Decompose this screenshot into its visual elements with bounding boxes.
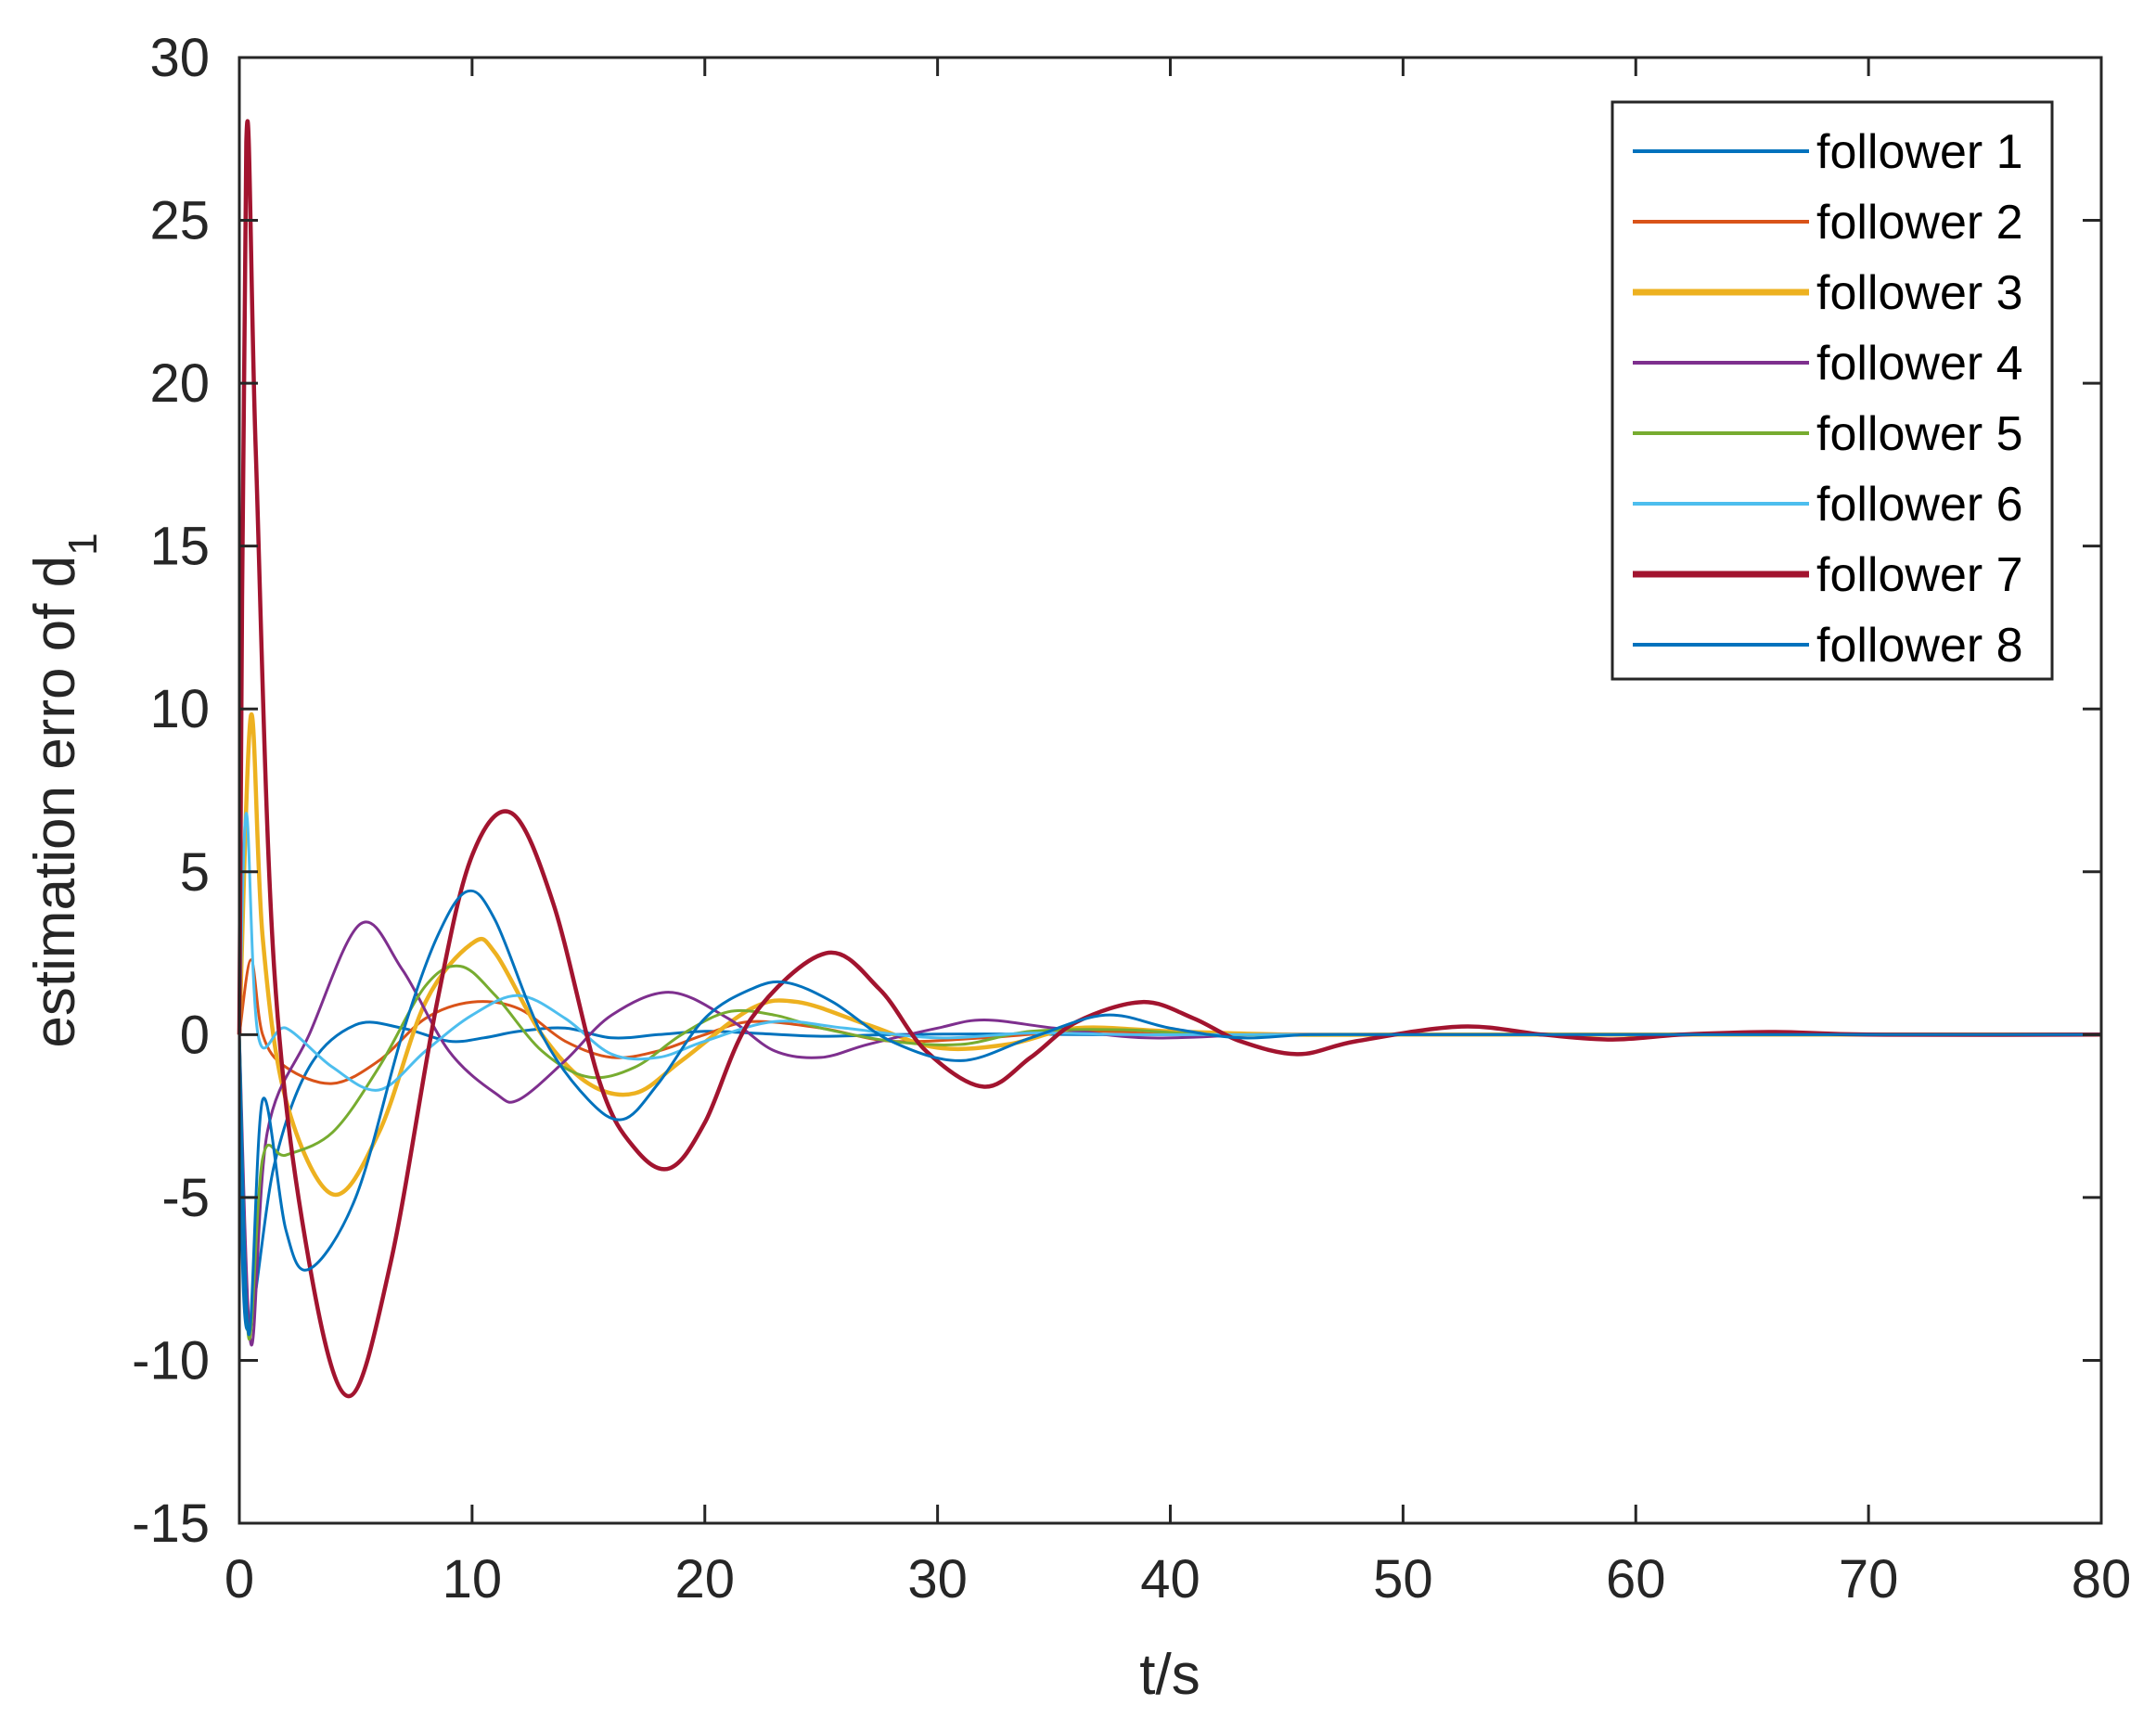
- y-tick-label: 10: [149, 679, 210, 739]
- legend-label-7: follower 7: [1816, 548, 2023, 602]
- series-line-7: [237, 119, 2102, 1399]
- x-tick-label: 60: [1606, 1549, 1666, 1609]
- x-tick-label: 30: [907, 1549, 968, 1609]
- y-axis-label-main: estimation erro of d: [23, 556, 87, 1048]
- y-axis-ticks: [239, 56, 2101, 1525]
- x-tick-label: 0: [225, 1549, 254, 1609]
- legend-box: [1611, 100, 2054, 681]
- x-tick-label: 10: [443, 1549, 503, 1609]
- legend-items: follower 1 follower 2 follower 3 follower 4…: [1633, 125, 2023, 673]
- y-tick-label: -15: [132, 1494, 210, 1554]
- y-tick-label: 25: [149, 191, 210, 251]
- y-tick-label: 0: [180, 1005, 210, 1065]
- x-tick-label: 80: [2072, 1549, 2132, 1609]
- series-line-8: [237, 889, 2101, 1336]
- x-axis-tick-labels: 0 10 20 30 40 50 60 70 80: [225, 1549, 2131, 1609]
- y-tick-label: -10: [132, 1330, 210, 1391]
- x-axis-ticks: [237, 58, 2103, 1523]
- legend-label-2: follower 2: [1816, 196, 2023, 250]
- legend-label-1: follower 1: [1816, 125, 2023, 179]
- x-axis-label: t/s: [1139, 1643, 1200, 1707]
- series-layer: [237, 119, 2102, 1399]
- y-tick-label: 20: [149, 353, 210, 414]
- y-axis-label: estimation erro of d1: [23, 532, 106, 1047]
- legend-label-4: follower 4: [1816, 337, 2023, 391]
- legend-label-3: follower 3: [1816, 266, 2023, 320]
- legend-label-8: follower 8: [1816, 619, 2023, 673]
- x-tick-label: 40: [1140, 1549, 1200, 1609]
- y-axis-label-subscript: 1: [60, 532, 106, 555]
- x-tick-label: 50: [1373, 1549, 1433, 1609]
- y-tick-label: -5: [161, 1168, 210, 1228]
- x-tick-label: 20: [674, 1549, 735, 1609]
- y-tick-label: 5: [180, 842, 210, 903]
- y-tick-label: 30: [149, 28, 210, 88]
- legend-label-5: follower 5: [1816, 407, 2023, 461]
- x-tick-label: 70: [1839, 1549, 1899, 1609]
- y-tick-label: 15: [149, 517, 210, 577]
- legend-label-6: follower 6: [1816, 478, 2023, 532]
- y-axis-tick-labels: -15 -10 -5 0 5 10 15 20 25 30: [132, 28, 210, 1554]
- legend: follower 1 follower 2 follower 3 follower 4…: [1611, 100, 2054, 681]
